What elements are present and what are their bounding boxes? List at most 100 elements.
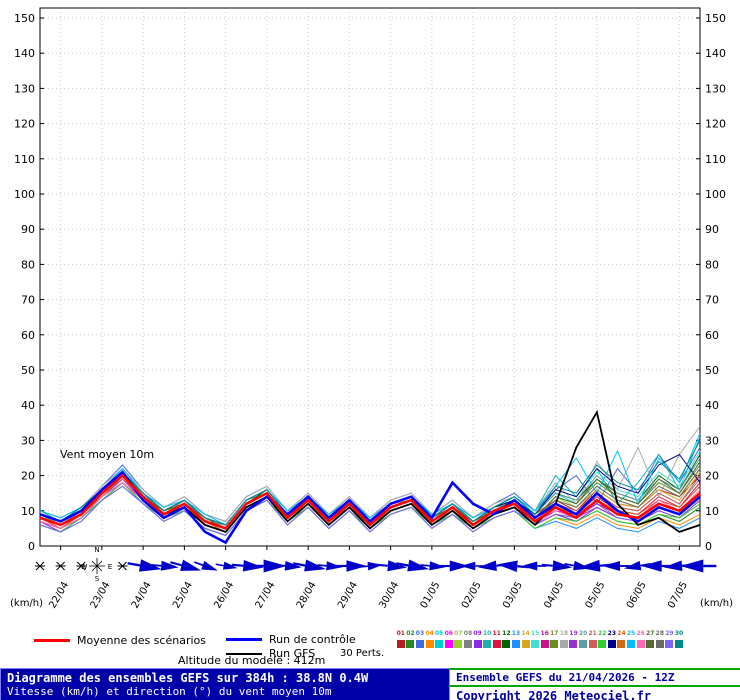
perturbation-color-swatch — [502, 640, 511, 648]
perturbation-number: 24 — [617, 630, 626, 637]
perturbation-legend-item: 04 — [425, 630, 435, 648]
svg-text:0: 0 — [705, 540, 712, 553]
perturbation-color-swatch — [559, 640, 568, 648]
chart-title: Diagramme des ensembles GEFS sur 384h : … — [7, 671, 369, 685]
svg-text:25/04: 25/04 — [171, 580, 195, 610]
perturbation-color-swatch — [415, 640, 424, 648]
perturbation-color-swatch — [569, 640, 578, 648]
legend-item-gfs: Run GFS — [226, 647, 315, 660]
perturbation-number: 02 — [406, 630, 415, 637]
perturbation-color-swatch — [463, 640, 472, 648]
svg-text:60: 60 — [21, 329, 35, 342]
wind-arrow-icon — [250, 559, 287, 573]
perturbation-number: 10 — [482, 630, 492, 637]
svg-text:26/04: 26/04 — [212, 580, 236, 610]
wind-arrow-icon — [127, 559, 162, 572]
svg-text:30: 30 — [21, 434, 35, 447]
wind-direction-arrows — [35, 559, 717, 573]
perturbation-color-swatch — [454, 640, 463, 648]
divider — [450, 685, 740, 687]
perturbation-color-swatch — [627, 640, 636, 648]
perturbation-legend-item: 09 — [473, 630, 483, 648]
svg-text:70: 70 — [21, 294, 35, 307]
perturbation-number: 18 — [559, 630, 569, 637]
control-run-line — [39, 470, 701, 545]
wind-arrow-icon — [170, 559, 202, 571]
variable-wind-icon — [55, 561, 66, 571]
svg-text:20: 20 — [705, 470, 719, 483]
perturbation-number: 11 — [492, 630, 501, 637]
perturbation-number: 28 — [655, 630, 664, 637]
perturbation-legend-item: 25 — [626, 630, 636, 648]
perturbation-legend-item: 26 — [636, 630, 646, 648]
svg-text:50: 50 — [705, 364, 719, 377]
perturbation-color-swatch — [444, 640, 453, 648]
perturbation-legend-item: 20 — [578, 630, 588, 648]
svg-text:130: 130 — [14, 82, 35, 95]
wind-arrow-icon — [521, 561, 547, 571]
perturbation-legend-item: 18 — [559, 630, 569, 648]
wind-arrow-icon — [151, 560, 179, 571]
perturbation-legend-item: 14 — [521, 630, 531, 648]
perturbation-color-swatch — [646, 640, 655, 648]
control-line-sample — [226, 638, 262, 641]
mean-line-sample — [34, 639, 70, 642]
run-info: Ensemble GEFS du 21/04/2026 - 12Z — [456, 671, 675, 684]
svg-text:120: 120 — [705, 118, 726, 131]
perturbation-number: 04 — [425, 630, 434, 637]
compass-labels: N ESW — [81, 546, 113, 583]
footer-title-box: Diagramme des ensembles GEFS sur 384h : … — [0, 668, 450, 700]
perturbation-legend-item: 01 — [396, 630, 406, 648]
perturbation-number: 20 — [578, 630, 588, 637]
perturbation-color-swatch — [425, 640, 434, 648]
svg-text:23/04: 23/04 — [89, 580, 113, 610]
perturbation-number: 25 — [626, 630, 636, 637]
wind-ensemble-chart: 0 0 10 10 20 20 30 30 40 40 50 50 60 60 70 70 80 80 90 90 10… — [10, 7, 733, 610]
svg-text:150: 150 — [705, 12, 726, 25]
svg-text:05/05: 05/05 — [584, 580, 608, 610]
perturbation-color-swatch — [492, 640, 501, 648]
svg-text:10: 10 — [21, 505, 35, 518]
perturbation-number: 30 — [674, 630, 684, 637]
footer-bar: Diagramme des ensembles GEFS sur 384h : … — [0, 668, 740, 700]
chart-annotation: Vent moyen 10m — [60, 448, 154, 461]
perturbation-legend-item: 05 — [434, 630, 444, 648]
legend-item-mean: Moyenne des scénarios — [34, 634, 206, 647]
perturbation-number: 01 — [396, 630, 405, 637]
perturbation-legend-item: 24 — [617, 630, 627, 648]
svg-text:130: 130 — [705, 82, 726, 95]
svg-text:02/05: 02/05 — [460, 580, 484, 610]
perturbation-legend-item: 07 — [454, 630, 464, 648]
perturbation-color-swatch — [473, 640, 482, 648]
variable-wind-icon — [76, 561, 87, 571]
svg-text:40: 40 — [705, 399, 719, 412]
wind-arrow-icon — [396, 559, 430, 572]
perturbation-color-swatch — [579, 640, 588, 648]
unit-right-label: (km/h) — [700, 598, 733, 609]
perturbation-legend-item: 06 — [444, 630, 454, 648]
perturbation-legend-item: 16 — [540, 630, 550, 648]
svg-text:100: 100 — [705, 188, 726, 201]
svg-text:90: 90 — [21, 223, 35, 236]
perturbation-number: 13 — [511, 630, 521, 637]
svg-text:80: 80 — [705, 258, 719, 271]
perturbation-color-swatch — [531, 640, 540, 648]
perturbation-number: 27 — [646, 630, 655, 637]
perturbation-number: 08 — [463, 630, 473, 637]
perturbation-legend-item: 13 — [511, 630, 521, 648]
wind-arrow-icon — [541, 560, 573, 572]
perturbation-legend-item: 17 — [550, 630, 560, 648]
mean-label: Moyenne des scénarios — [77, 634, 206, 647]
svg-text:07/05: 07/05 — [666, 580, 690, 610]
perturbation-legend-item: 21 — [588, 630, 598, 648]
wind-arrow-icon — [293, 559, 326, 572]
wind-arrow-icon — [317, 561, 343, 571]
perturbation-legend-item: 28 — [655, 630, 665, 648]
svg-text:100: 100 — [14, 188, 35, 201]
variable-wind-icon — [117, 561, 128, 571]
perturbation-color-swatch — [617, 640, 626, 648]
perturbation-number: 17 — [550, 630, 559, 637]
svg-text:110: 110 — [14, 153, 35, 166]
svg-text:24/04: 24/04 — [130, 580, 154, 610]
